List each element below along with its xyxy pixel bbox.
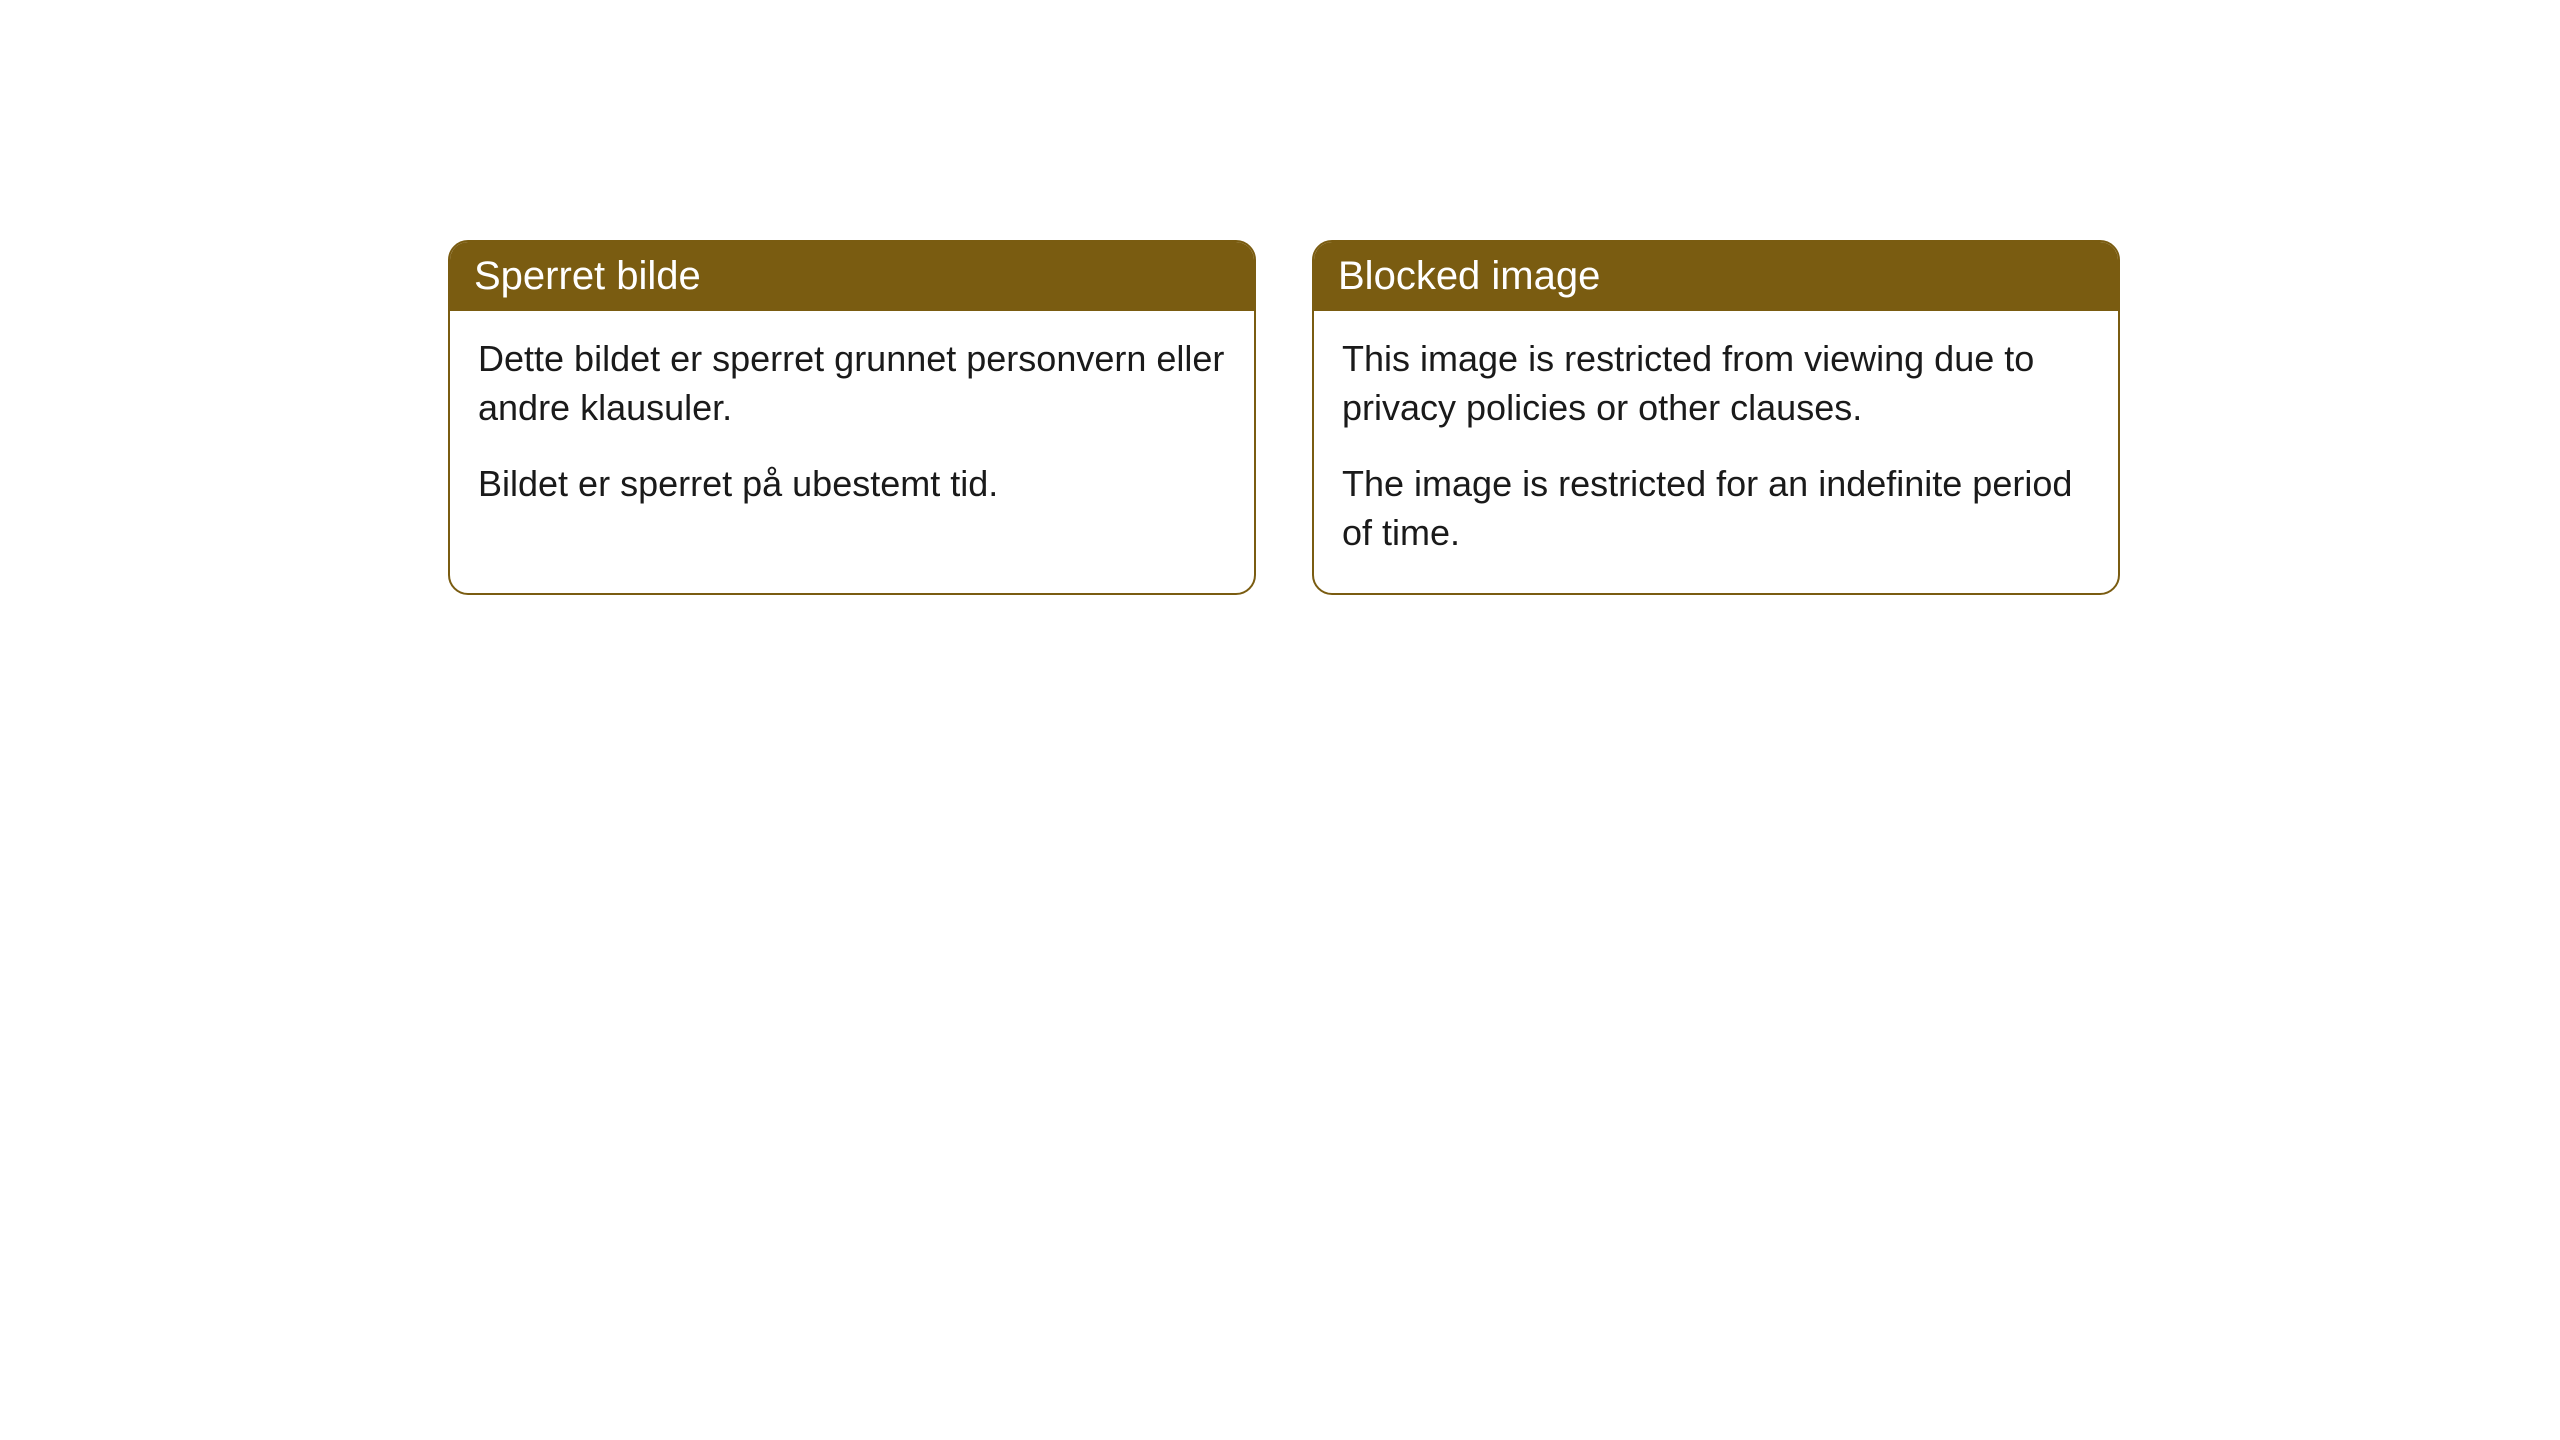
- card-body-no: Dette bildet er sperret grunnet personve…: [450, 311, 1254, 545]
- card-header-en: Blocked image: [1314, 242, 2118, 311]
- card-title-en: Blocked image: [1338, 254, 1600, 298]
- card-paragraph-no-1: Dette bildet er sperret grunnet personve…: [478, 335, 1226, 432]
- card-title-no: Sperret bilde: [474, 254, 701, 298]
- card-paragraph-en-1: This image is restricted from viewing du…: [1342, 335, 2090, 432]
- blocked-image-card-no: Sperret bilde Dette bildet er sperret gr…: [448, 240, 1256, 595]
- card-paragraph-en-2: The image is restricted for an indefinit…: [1342, 460, 2090, 557]
- card-body-en: This image is restricted from viewing du…: [1314, 311, 2118, 593]
- card-paragraph-no-2: Bildet er sperret på ubestemt tid.: [478, 460, 1226, 509]
- blocked-image-card-en: Blocked image This image is restricted f…: [1312, 240, 2120, 595]
- card-header-no: Sperret bilde: [450, 242, 1254, 311]
- notice-cards-container: Sperret bilde Dette bildet er sperret gr…: [448, 240, 2120, 595]
